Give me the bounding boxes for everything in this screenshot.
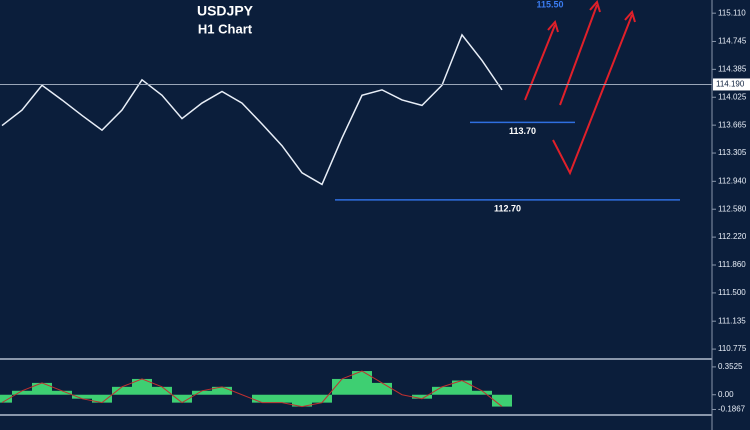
oscillator-bar: [192, 390, 212, 395]
oscillator-bar: [112, 386, 132, 395]
oscillator-bar: [492, 394, 512, 407]
oscillator-bar: [0, 394, 12, 403]
y-tick-label: 0.3525: [718, 362, 743, 371]
oscillator-bar: [212, 386, 232, 395]
oscillator-bar: [432, 386, 452, 395]
oscillator-bar: [452, 380, 472, 395]
y-tick-label: 114.745: [718, 37, 747, 46]
price-line: [1, 33, 503, 186]
arrow-head: [547, 19, 559, 33]
oscillator-bar: [472, 390, 492, 395]
chart-subtitle: H1 Chart: [198, 21, 253, 36]
arrow: [552, 14, 633, 176]
oscillator-bar: [32, 382, 52, 395]
oscillator-bar: [52, 390, 72, 395]
y-tick-label: -0.1867: [718, 405, 746, 414]
y-tick-label: 114.385: [718, 64, 747, 73]
level-label: 113.70: [509, 126, 536, 136]
y-tick-label: 0.00: [718, 390, 734, 399]
current-price-label: 114.190: [716, 80, 745, 89]
oscillator-bar: [372, 382, 392, 395]
y-tick-label: 112.940: [718, 176, 747, 185]
target-label: 115.50: [536, 0, 563, 9]
y-tick-label: 115.110: [718, 8, 746, 17]
oscillator-bar: [272, 394, 292, 403]
arrows: [524, 0, 636, 176]
oscillator-bar: [312, 394, 332, 403]
oscillator-line: [1, 370, 503, 408]
y-tick-label: 113.305: [718, 148, 747, 157]
oscillator-bar: [92, 394, 112, 403]
y-tick-label: 112.220: [718, 232, 747, 241]
oscillator-bar: [352, 371, 372, 395]
arrow: [559, 4, 598, 106]
oscillator-bar: [132, 378, 152, 395]
oscillator-bar: [152, 386, 172, 395]
oscillator-bar: [332, 378, 352, 395]
y-tick-label: 111.135: [718, 316, 746, 325]
oscillator-bar: [72, 394, 92, 399]
arrow-head: [624, 9, 636, 23]
y-tick-label: 110.775: [718, 344, 747, 353]
arrow: [524, 24, 556, 101]
y-tick-label: 112.580: [718, 204, 747, 213]
y-tick-label: 111.860: [718, 260, 746, 269]
y-tick-label: 113.665: [718, 120, 747, 129]
current-price-box: [713, 78, 750, 91]
oscillator-bar: [172, 394, 192, 403]
oscillator-bar: [292, 394, 312, 407]
y-tick-label: 114.025: [718, 92, 747, 101]
chart-title: USDJPY: [197, 3, 254, 19]
y-tick-label: 111.500: [718, 288, 746, 297]
level-label: 112.70: [494, 203, 521, 213]
oscillator-bar: [12, 390, 32, 395]
arrow-head: [589, 0, 601, 13]
oscillator-bar: [252, 394, 272, 403]
oscillator-bar: [412, 394, 432, 399]
